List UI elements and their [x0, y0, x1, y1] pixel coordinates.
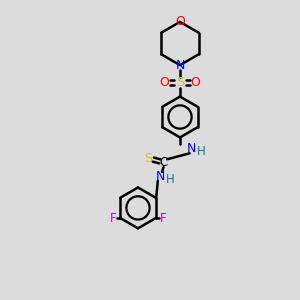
Text: H: H — [196, 145, 206, 158]
Text: N: N — [175, 58, 185, 72]
Text: O: O — [175, 15, 185, 28]
Text: O: O — [191, 76, 200, 89]
Text: O: O — [160, 76, 169, 89]
Text: N: N — [186, 142, 196, 155]
Text: S: S — [176, 76, 184, 89]
Text: F: F — [110, 212, 116, 225]
Text: C: C — [159, 156, 168, 170]
Text: H: H — [166, 173, 175, 187]
Text: S: S — [144, 152, 152, 165]
Text: F: F — [160, 212, 166, 225]
Text: N: N — [156, 170, 165, 183]
